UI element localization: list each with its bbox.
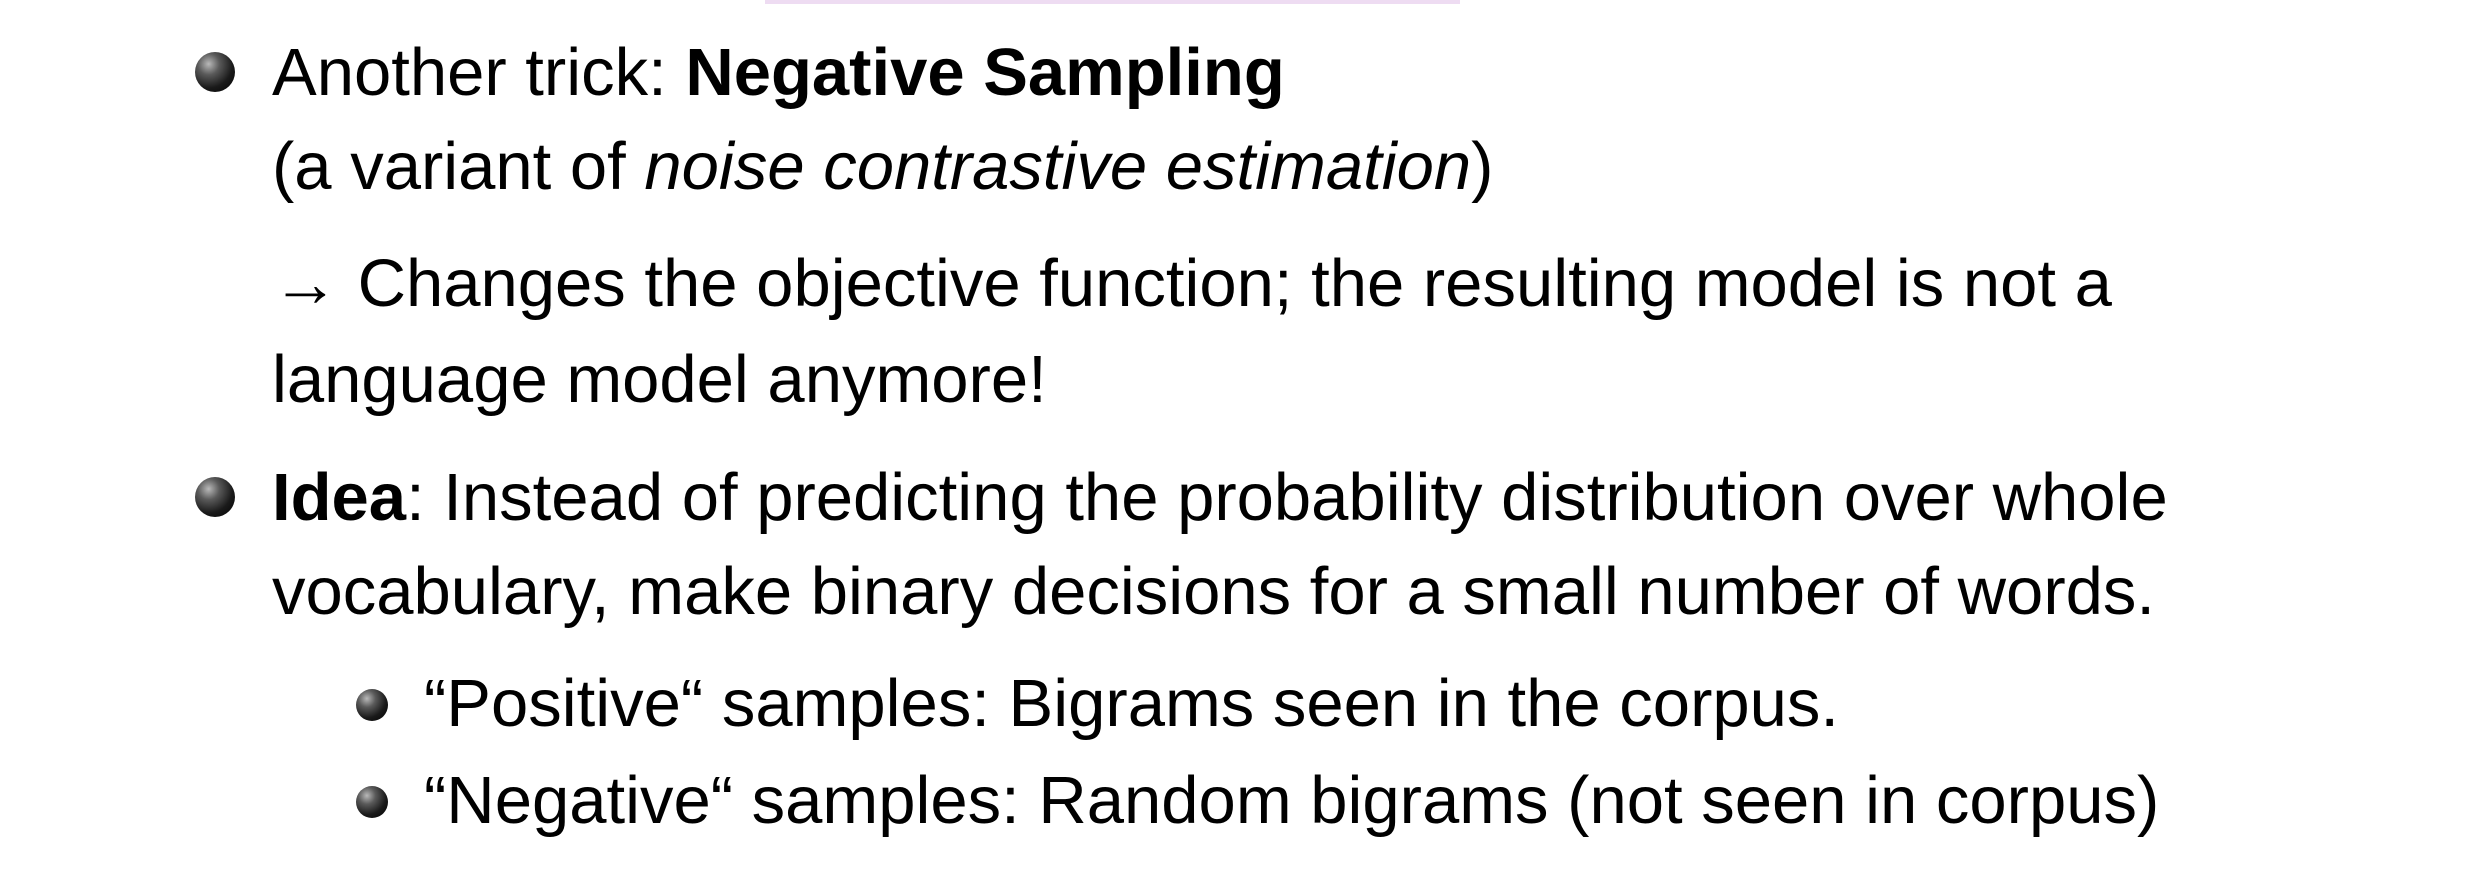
bullet-1-line-2: (a variant of noise contrastive estimati… bbox=[272, 133, 1493, 200]
bullet-1-paren-close: ) bbox=[1471, 129, 1494, 204]
bullet-1-line-1: Another trick: Negative Sampling bbox=[272, 39, 1285, 106]
bullet-1-italic-term: noise contrastive estimation bbox=[644, 129, 1472, 204]
bullet-1-bold-term: Negative Sampling bbox=[685, 35, 1285, 110]
bullet-1-arrow-text: Changes the objective function; the resu… bbox=[339, 246, 2112, 321]
sub-bullet-1-text: “Positive“ samples: Bigrams seen in the … bbox=[424, 666, 1840, 741]
bullet-1-paren-open: (a variant of bbox=[272, 129, 645, 204]
sub-bullet-2-marker bbox=[356, 786, 388, 818]
bullet-2-marker bbox=[195, 477, 235, 517]
bullet-1-line-3: → Changes the objective function; the re… bbox=[272, 250, 2112, 317]
bullet-2-line-1-text: : Instead of predicting the probability … bbox=[406, 460, 2168, 535]
header-strip bbox=[765, 0, 1460, 4]
bullet-2-bold-term: Idea bbox=[272, 460, 407, 535]
sub-bullet-2-text: “Negative“ samples: Random bigrams (not … bbox=[424, 763, 2160, 838]
right-arrow-icon: → bbox=[272, 246, 339, 321]
bullet-1-prefix: Another trick: bbox=[272, 35, 686, 110]
bullet-1-marker bbox=[195, 52, 235, 92]
sub-bullet-1-marker bbox=[356, 689, 388, 721]
bullet-2-line-2: vocabulary, make binary decisions for a … bbox=[272, 554, 2156, 629]
bullet-1-line-4: language model anymore! bbox=[272, 342, 1047, 417]
bullet-2-line-1: Idea: Instead of predicting the probabil… bbox=[272, 464, 2168, 531]
